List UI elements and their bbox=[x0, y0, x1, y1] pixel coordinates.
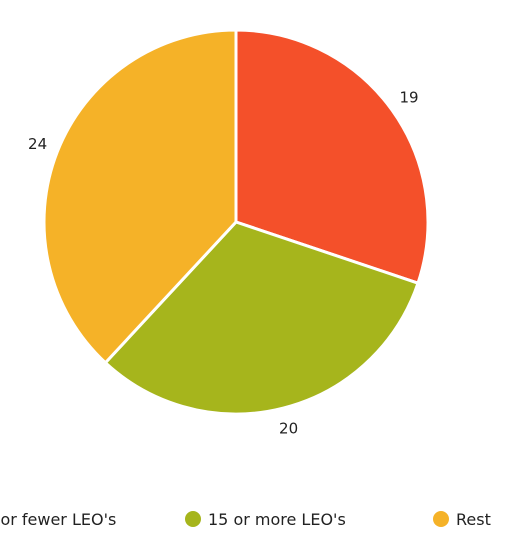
pie-slices bbox=[42, 28, 430, 416]
legend-label-1: 10 or fewer LEO's bbox=[0, 510, 116, 529]
legend-marker-2 bbox=[185, 511, 201, 527]
legend-label-2: 15 or more LEO's bbox=[208, 510, 346, 529]
legend: 10 or fewer LEO's 15 or more LEO's Rest bbox=[0, 510, 491, 529]
data-label-3: 24 bbox=[28, 135, 47, 153]
legend-marker-3 bbox=[433, 511, 449, 527]
legend-item-3: Rest bbox=[433, 510, 491, 529]
pie-slice-3 bbox=[42, 28, 238, 365]
legend-label-3: Rest bbox=[456, 510, 491, 529]
pie-slice-1 bbox=[234, 28, 430, 285]
legend-item-1: 10 or fewer LEO's bbox=[0, 510, 116, 529]
data-label-1: 19 bbox=[399, 89, 418, 107]
data-label-2: 20 bbox=[279, 420, 298, 438]
legend-item-2: 15 or more LEO's bbox=[185, 510, 346, 529]
data-labels: 19 20 24 bbox=[28, 89, 418, 438]
pie-slice-2 bbox=[103, 220, 420, 416]
